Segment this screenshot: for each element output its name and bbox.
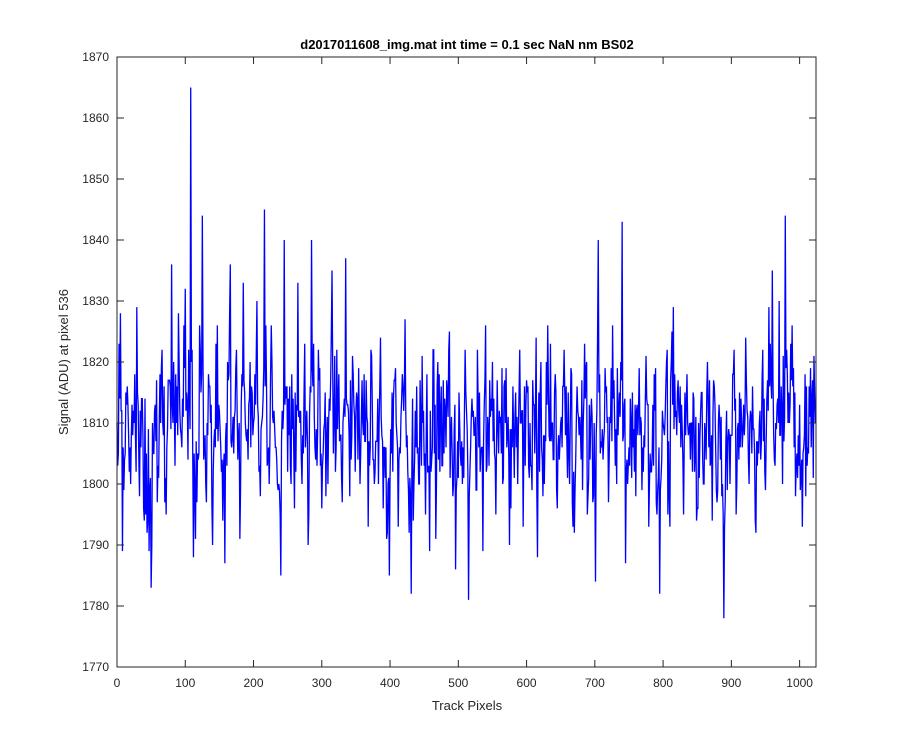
y-tick-label: 1830 (82, 294, 109, 308)
y-tick-label: 1860 (82, 111, 109, 125)
y-tick-label: 1790 (82, 538, 109, 552)
y-tick-label: 1820 (82, 355, 109, 369)
x-tick-label: 0 (114, 676, 121, 690)
y-tick-label: 1840 (82, 233, 109, 247)
x-tick-label: 100 (175, 676, 195, 690)
axis-ticks (116, 56, 817, 668)
x-tick-label: 600 (517, 676, 537, 690)
y-tick-label: 1870 (82, 50, 109, 64)
x-tick-label: 200 (244, 676, 264, 690)
y-tick-label: 1800 (82, 477, 109, 491)
axes-face (117, 57, 816, 667)
plot-area (116, 87, 816, 619)
x-tick-label: 300 (312, 676, 332, 690)
series-line-0 (116, 87, 816, 619)
y-tick-label: 1770 (82, 660, 109, 674)
x-axis-title: Track Pixels (432, 698, 503, 713)
x-tick-label: 500 (448, 676, 468, 690)
y-tick-label: 1810 (82, 416, 109, 430)
x-tick-label: 800 (653, 676, 673, 690)
chart-title: d2017011608_img.mat int time = 0.1 sec N… (300, 37, 633, 52)
axes-background (117, 57, 816, 667)
x-tick-label: 700 (585, 676, 605, 690)
y-tick-label: 1780 (82, 599, 109, 613)
x-tick-label: 1000 (786, 676, 813, 690)
x-tick-label: 400 (380, 676, 400, 690)
y-tick-label: 1850 (82, 172, 109, 186)
x-tick-label: 900 (721, 676, 741, 690)
y-axis-title: Signal (ADU) at pixel 536 (56, 289, 71, 435)
tick-labels: 0 100 200 300 400 500 600 700 800 900 1000 1770 1780… (82, 50, 813, 690)
